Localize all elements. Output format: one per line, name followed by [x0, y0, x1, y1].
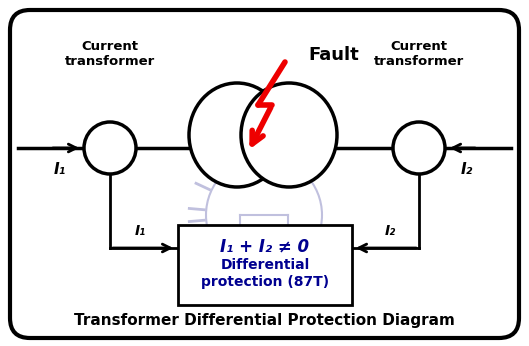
Text: Differential: Differential	[221, 258, 309, 272]
Circle shape	[84, 122, 136, 174]
Circle shape	[393, 122, 445, 174]
Text: Current
transformer: Current transformer	[374, 40, 464, 68]
Text: Transformer Differential Protection Diagram: Transformer Differential Protection Diag…	[74, 313, 454, 328]
Text: I₁: I₁	[54, 162, 66, 177]
FancyBboxPatch shape	[10, 10, 519, 338]
Text: I₁ + I₂ ≠ 0: I₁ + I₂ ≠ 0	[221, 238, 309, 256]
Text: I₂: I₂	[385, 224, 396, 238]
Text: Fault: Fault	[308, 46, 359, 64]
Ellipse shape	[241, 83, 337, 187]
Text: protection (87T): protection (87T)	[201, 275, 329, 289]
Text: I₂: I₂	[461, 162, 473, 177]
Ellipse shape	[189, 83, 285, 187]
Text: I₁: I₁	[134, 224, 145, 238]
FancyBboxPatch shape	[178, 225, 352, 305]
Text: Current
transformer: Current transformer	[65, 40, 155, 68]
